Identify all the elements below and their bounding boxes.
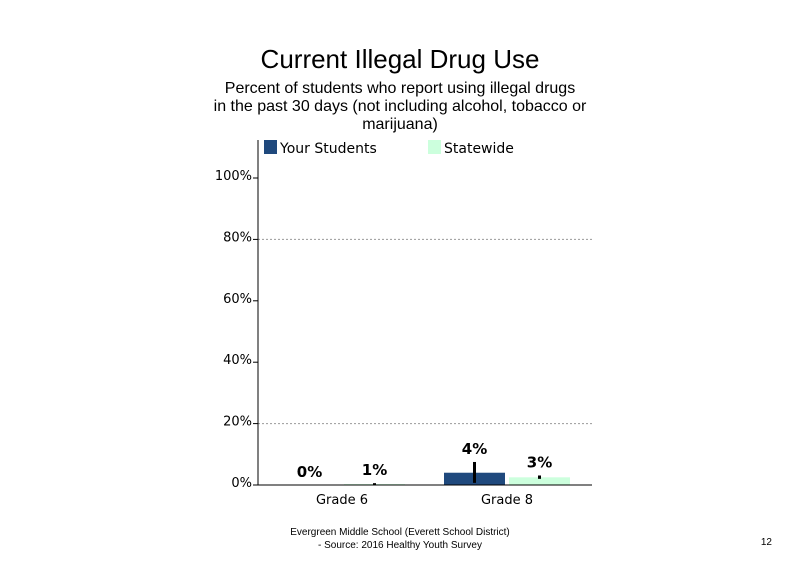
y-tick-label: 80% bbox=[223, 230, 252, 245]
footer-line: Evergreen Middle School (Everett School … bbox=[290, 527, 510, 538]
legend-label-your-students: Your Students bbox=[279, 141, 377, 157]
data-label: 1% bbox=[362, 461, 387, 479]
chart-subtitle: Percent of students who report using ill… bbox=[200, 80, 600, 134]
y-tick-label: 60% bbox=[223, 292, 252, 307]
y-axis-ticks: 0% 20% 40% 60% 80% 100% bbox=[215, 169, 258, 491]
footer-source: Evergreen Middle School (Everett School … bbox=[250, 526, 550, 552]
error-bars bbox=[373, 461, 541, 485]
data-label: 4% bbox=[462, 440, 487, 458]
subtitle-line: in the past 30 days (not including alcoh… bbox=[213, 98, 587, 115]
data-label: 0% bbox=[297, 463, 322, 481]
subtitle-line: Percent of students who report using ill… bbox=[224, 80, 576, 97]
legend-swatch-your-students bbox=[264, 140, 277, 154]
chart-title: Current Illegal Drug Use bbox=[260, 44, 540, 74]
subtitle-line: marijuana) bbox=[362, 116, 438, 133]
y-tick-label: 100% bbox=[215, 169, 252, 184]
legend-label-statewide: Statewide bbox=[444, 141, 514, 157]
bar bbox=[509, 477, 570, 485]
data-labels: 0% 1% 4% 3% bbox=[297, 440, 552, 481]
y-tick-label: 0% bbox=[231, 476, 252, 491]
x-tick-label: Grade 6 bbox=[316, 493, 368, 508]
gridlines bbox=[258, 238, 592, 425]
page-number: 12 bbox=[760, 537, 772, 548]
data-label: 3% bbox=[527, 453, 552, 471]
y-tick-label: 20% bbox=[223, 415, 252, 430]
legend: Your Students Statewide bbox=[264, 140, 514, 157]
x-axis-labels: Grade 6 Grade 8 bbox=[316, 493, 533, 508]
footer-line: - Source: 2016 Healthy Youth Survey bbox=[318, 540, 482, 551]
y-tick-label: 40% bbox=[223, 353, 252, 368]
legend-swatch-statewide bbox=[428, 140, 441, 154]
x-tick-label: Grade 8 bbox=[481, 493, 533, 508]
